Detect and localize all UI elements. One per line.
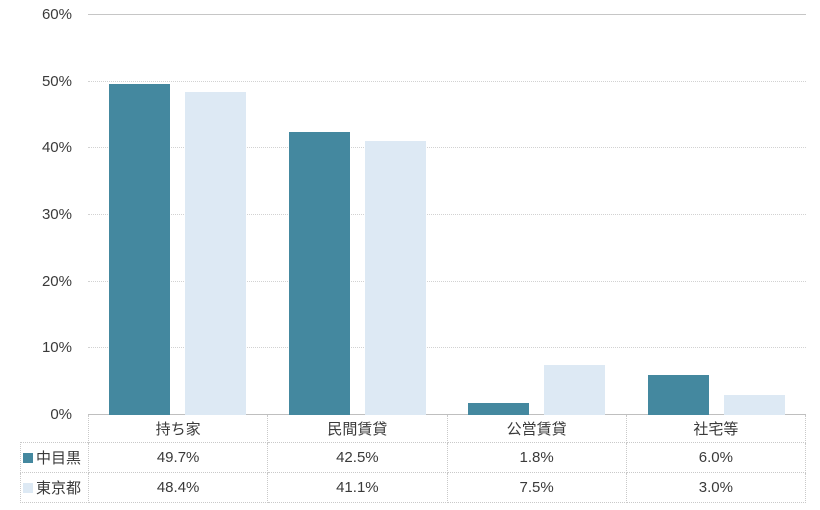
bar-中目黒-持ち家 xyxy=(109,83,171,415)
value-cell: 1.8% xyxy=(446,442,627,473)
y-axis-label-0: 0% xyxy=(50,406,72,423)
value-cell: 48.4% xyxy=(87,472,269,503)
value-cell: 41.1% xyxy=(267,472,448,503)
y-axis: 0% 10% 20% 30% 40% 50% 60% xyxy=(0,0,72,510)
gridline-60 xyxy=(88,14,806,15)
bar-group-3 xyxy=(447,15,627,415)
value-cell: 42.5% xyxy=(267,442,448,473)
category-header: 公営賃貸 xyxy=(446,415,627,443)
value-cell: 49.7% xyxy=(87,442,269,473)
bar-group-1 xyxy=(88,15,268,415)
gridline-10 xyxy=(88,347,806,349)
value-cell: 6.0% xyxy=(625,442,807,473)
bar-group-2 xyxy=(268,15,448,415)
value-cell: 7.5% xyxy=(446,472,627,503)
value-cell: 3.0% xyxy=(625,472,807,503)
gridline-20 xyxy=(88,280,806,282)
gridline-40 xyxy=(88,147,806,149)
bars xyxy=(88,15,806,415)
gridline-30 xyxy=(88,214,806,215)
y-axis-label-60: 60% xyxy=(41,6,72,23)
category-header: 社宅等 xyxy=(625,415,807,443)
bar-group-4 xyxy=(627,15,807,415)
bar-東京都-社宅等 xyxy=(723,395,785,415)
category-header-row: 持ち家 民間賃貸 公営賃貸 社宅等 xyxy=(21,415,807,443)
category-header: 民間賃貸 xyxy=(267,415,448,443)
bar-中目黒-社宅等 xyxy=(647,375,709,415)
legend-swatch-nakameguro xyxy=(23,452,33,463)
category-header: 持ち家 xyxy=(87,415,269,443)
bar-中目黒-民間賃貸 xyxy=(288,131,350,415)
y-axis-label-20: 20% xyxy=(41,272,72,290)
data-table: 持ち家 民間賃貸 公営賃貸 社宅等 中目黒 49.7% 42.5% 1.8% 6… xyxy=(20,415,807,503)
table-corner-cell xyxy=(21,415,89,443)
y-axis-label-30: 30% xyxy=(41,206,72,223)
bar-東京都-持ち家 xyxy=(185,92,247,415)
bar-東京都-公営賃貸 xyxy=(544,365,606,415)
y-axis-label-50: 50% xyxy=(41,72,72,90)
table-row-tokyo: 東京都 48.4% 41.1% 7.5% 3.0% xyxy=(20,472,807,503)
legend-cell-nakameguro: 中目黒 xyxy=(20,442,89,473)
plot-area xyxy=(88,14,806,415)
legend-swatch-tokyo xyxy=(23,482,33,493)
y-axis-label-40: 40% xyxy=(41,139,72,157)
y-axis-label-10: 10% xyxy=(41,339,72,357)
bar-東京都-民間賃貸 xyxy=(364,141,426,415)
gridline-50 xyxy=(88,80,806,82)
legend-label-nakameguro: 中目黒 xyxy=(36,450,82,467)
table-row-nakameguro: 中目黒 49.7% 42.5% 1.8% 6.0% xyxy=(20,442,807,473)
bar-中目黒-公営賃貸 xyxy=(468,403,530,415)
legend-label-tokyo: 東京都 xyxy=(36,480,82,497)
legend-cell-tokyo: 東京都 xyxy=(20,472,89,503)
gridline-0 xyxy=(88,414,806,415)
